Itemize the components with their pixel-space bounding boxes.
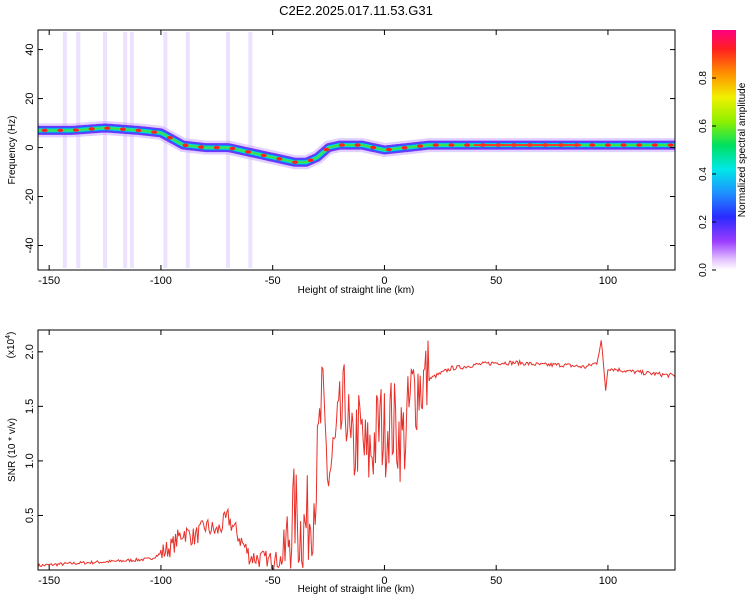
spectrogram-peak bbox=[182, 143, 189, 148]
spectrogram-column bbox=[123, 32, 128, 268]
spectrogram-peak bbox=[667, 143, 674, 147]
spectrogram-peak bbox=[323, 147, 330, 152]
spectrogram-panel: -150 -100 -50 0 50 100 40 20 0 -20 -40 Height of … bbox=[7, 29, 676, 296]
spectrogram-peak bbox=[354, 143, 361, 147]
spectrogram-x-axis: -150 -100 -50 0 50 100 bbox=[38, 30, 617, 287]
spectrogram-peak bbox=[401, 145, 408, 150]
snr-panel: -150 -100 -50 0 50 100 2.0 1.5 1.0 0.5 Height of… bbox=[5, 329, 676, 595]
x-tick-label: 100 bbox=[599, 575, 617, 587]
spectrogram-column bbox=[129, 32, 134, 268]
spectrogram-x-label: Height of straight line (km) bbox=[298, 285, 415, 296]
colorbar-label: Normalized spectral amplitude bbox=[737, 82, 748, 217]
y-tick-label: 1.0 bbox=[24, 453, 36, 468]
colorbar-tick-label: 0.4 bbox=[698, 167, 709, 181]
colorbar-ticks: 0.0 0.2 0.4 0.6 0.8 bbox=[698, 71, 716, 277]
snr-x-axis: -150 -100 -50 0 50 100 bbox=[38, 330, 617, 587]
colorbar-tick-label: 0.8 bbox=[698, 71, 709, 85]
snr-frame bbox=[37, 329, 676, 571]
snr-y-multiplier-exp: 4 bbox=[5, 335, 12, 339]
spectrogram-peak bbox=[589, 143, 596, 147]
x-tick-label: -150 bbox=[38, 575, 60, 587]
x-tick-label: -100 bbox=[150, 575, 172, 587]
spectrogram-peak bbox=[370, 145, 377, 150]
spectrogram-peak bbox=[307, 158, 314, 163]
snr-series-line bbox=[38, 340, 675, 570]
spectrogram-peak bbox=[651, 143, 658, 147]
spectrogram-peak bbox=[41, 128, 48, 133]
spectrogram-column bbox=[163, 32, 168, 268]
x-tick-label: 100 bbox=[599, 275, 617, 287]
snr-y-multiplier: (x104) bbox=[5, 332, 17, 359]
spectrogram-peak bbox=[464, 143, 471, 147]
spectrogram-peak bbox=[88, 127, 95, 131]
snr-y-label: SNR (10 * v/v) bbox=[7, 418, 18, 482]
spectrogram-peak bbox=[292, 160, 299, 165]
y-tick-label: 40 bbox=[24, 43, 36, 55]
spectrogram-peak bbox=[260, 153, 267, 158]
spectrogram-peak bbox=[213, 145, 220, 150]
colorbar-tick-label: 0.0 bbox=[698, 263, 709, 277]
spectrogram-peak bbox=[72, 128, 79, 132]
spectrogram-peak bbox=[198, 145, 205, 149]
spectrogram-peak bbox=[448, 143, 455, 147]
y-tick-label: -40 bbox=[24, 238, 36, 254]
x-tick-label: 0 bbox=[381, 275, 387, 287]
spectrogram-peak bbox=[135, 128, 142, 133]
x-tick-label: -100 bbox=[150, 275, 172, 287]
x-tick-label: -50 bbox=[265, 575, 281, 587]
y-tick-label: 0.5 bbox=[24, 508, 36, 523]
spectrogram-peak bbox=[432, 143, 439, 147]
svg-text:(x104): (x104) bbox=[5, 332, 17, 359]
colorbar-gradient bbox=[712, 30, 736, 270]
x-tick-label: -150 bbox=[38, 275, 60, 287]
spectrogram-peak bbox=[385, 147, 392, 152]
y-tick-label: 2.0 bbox=[24, 344, 36, 359]
spectrogram-column bbox=[76, 32, 81, 268]
spectrogram-y-axis: 40 20 0 -20 -40 bbox=[24, 43, 675, 253]
chart-title: C2E2.2025.017.11.53.G31 bbox=[279, 3, 433, 18]
spectrogram-peak bbox=[620, 143, 627, 147]
spectrogram-peak bbox=[57, 128, 64, 133]
spectrogram-peak bbox=[119, 127, 126, 132]
y-tick-label: 0 bbox=[24, 144, 36, 150]
snr-plot-area bbox=[38, 330, 675, 570]
colorbar-tick-label: 0.2 bbox=[698, 215, 709, 229]
spectrogram-column bbox=[103, 32, 108, 268]
spectrogram-peak bbox=[276, 157, 283, 161]
x-tick-label: 50 bbox=[490, 275, 502, 287]
snr-x-label: Height of straight line (km) bbox=[298, 584, 415, 595]
spectrogram-frame bbox=[37, 29, 676, 271]
spectrogram-image bbox=[38, 32, 675, 268]
x-tick-label: 0 bbox=[381, 575, 387, 587]
snr-y-multiplier-base: (x10 bbox=[6, 338, 17, 358]
spectrogram-peak bbox=[151, 130, 158, 134]
colorbar-tick-label: 0.6 bbox=[698, 119, 709, 133]
spectrogram-peak bbox=[636, 143, 643, 147]
spectrogram-peak bbox=[166, 135, 173, 140]
colorbar: 0.0 0.2 0.4 0.6 0.8 Normalized spectral ampl… bbox=[698, 30, 748, 277]
y-tick-label: -20 bbox=[24, 189, 36, 205]
spectrogram-peak bbox=[245, 150, 252, 154]
x-tick-label: 50 bbox=[490, 575, 502, 587]
spectrogram-peak bbox=[417, 144, 424, 148]
spectrogram-y-label: Frequency (Hz) bbox=[7, 116, 18, 185]
spectrogram-peak bbox=[229, 146, 236, 151]
y-tick-label: 20 bbox=[24, 92, 36, 104]
y-tick-label: 1.5 bbox=[24, 399, 36, 414]
spectrogram-column bbox=[62, 32, 67, 268]
spectrogram-peak bbox=[104, 126, 111, 130]
x-tick-label: -50 bbox=[265, 275, 281, 287]
spectrogram-peak bbox=[604, 143, 611, 147]
snr-y-axis: 2.0 1.5 1.0 0.5 bbox=[24, 344, 675, 523]
spectrogram-peak bbox=[338, 143, 345, 147]
